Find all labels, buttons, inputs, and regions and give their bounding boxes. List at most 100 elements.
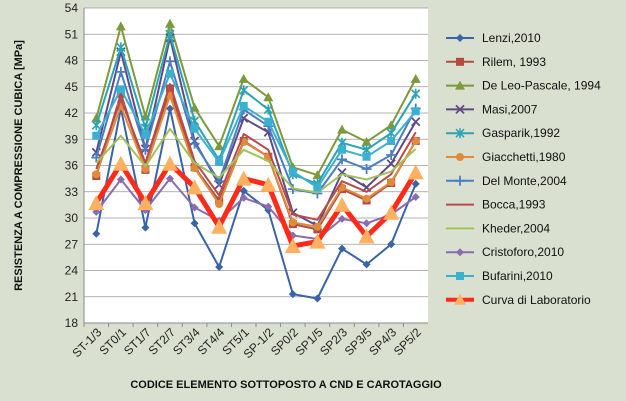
- data-point: [239, 85, 249, 96]
- data-point: [455, 80, 465, 90]
- data-point: [386, 150, 397, 160]
- data-point: [190, 124, 199, 133]
- data-point: [190, 164, 199, 173]
- legend-item: Bufarini,2010: [446, 269, 553, 283]
- data-point: [338, 145, 346, 154]
- x-axis-title: CODICE ELEMENTO SOTTOPOSTO A CND E CAROT…: [130, 379, 442, 391]
- data-point: [235, 170, 252, 186]
- data-point: [116, 42, 126, 53]
- x-tick-label: SP5/2: [391, 325, 424, 358]
- y-tick-label: 51: [65, 27, 79, 41]
- data-point: [410, 73, 421, 83]
- data-point: [313, 294, 322, 303]
- data-point: [166, 84, 174, 93]
- data-point: [387, 178, 396, 187]
- data-point: [411, 107, 420, 116]
- data-point: [338, 244, 346, 253]
- data-point: [411, 117, 421, 127]
- y-tick-label: 24: [65, 264, 79, 278]
- data-point: [361, 136, 372, 146]
- data-point: [288, 218, 297, 227]
- data-point: [386, 128, 396, 139]
- data-point: [112, 155, 129, 171]
- data-point: [141, 165, 150, 173]
- data-point: [334, 196, 350, 212]
- data-point: [387, 137, 396, 145]
- data-point: [337, 154, 347, 165]
- data-point: [456, 57, 464, 66]
- data-point: [165, 56, 175, 67]
- data-point: [411, 193, 420, 201]
- y-tick-label: 27: [65, 237, 79, 251]
- legend-label: Kheder,2004: [482, 221, 550, 235]
- series-line: [95, 36, 417, 227]
- legend-label: Cristoforo,2010: [482, 245, 564, 259]
- data-point: [190, 219, 199, 228]
- data-point: [165, 29, 175, 40]
- legend-label: Bufarini,2010: [482, 269, 553, 283]
- data-point: [411, 179, 420, 188]
- legend-item: Bocca,1993: [446, 198, 546, 212]
- legend-item: Del Monte,2004: [446, 174, 567, 188]
- data-point: [284, 238, 301, 253]
- data-point: [239, 102, 248, 110]
- data-point: [263, 92, 274, 102]
- data-point: [288, 290, 297, 299]
- y-axis-title: RESISTENZA A COMPRESSIONE CUBICA [MPa]: [13, 40, 25, 291]
- data-point: [190, 203, 199, 212]
- data-point: [115, 21, 126, 31]
- data-point: [454, 293, 466, 305]
- data-point: [361, 164, 372, 174]
- data-point: [362, 152, 371, 161]
- data-point: [166, 104, 174, 113]
- series-7: [95, 83, 417, 221]
- y-tick-label: 36: [65, 159, 79, 173]
- data-point: [456, 153, 464, 161]
- x-tick-label: ST-1/3: [70, 325, 105, 360]
- data-point: [166, 174, 174, 183]
- series-8: [95, 127, 417, 194]
- series-line: [95, 33, 417, 185]
- data-point: [313, 222, 322, 231]
- data-point: [215, 158, 224, 166]
- y-tick-label: 54: [65, 1, 79, 15]
- data-point: [263, 104, 273, 115]
- data-point: [313, 183, 322, 192]
- legend-label: Masi,2007: [482, 102, 538, 116]
- data-point: [92, 170, 101, 179]
- series-line: [95, 83, 417, 221]
- data-point: [455, 175, 465, 186]
- data-point: [92, 131, 101, 140]
- legend-label: Gasparik,1992: [482, 126, 560, 140]
- series-line: [95, 60, 417, 195]
- legend-label: Lenzi,2010: [482, 31, 541, 45]
- data-point: [189, 138, 200, 149]
- data-point: [264, 202, 273, 211]
- data-point: [362, 219, 371, 228]
- data-point: [362, 260, 371, 269]
- data-point: [238, 73, 249, 83]
- data-point: [386, 120, 397, 130]
- data-point: [338, 214, 346, 223]
- y-tick-label: 33: [65, 185, 79, 199]
- y-tick-label: 45: [65, 80, 79, 94]
- data-point: [211, 218, 228, 234]
- data-point: [337, 124, 347, 134]
- data-point: [92, 229, 101, 238]
- legend-item: Cristoforo,2010: [446, 245, 564, 259]
- data-point: [455, 128, 465, 139]
- y-tick-label: 21: [65, 290, 79, 304]
- legend-label: Curva di Laboratorio: [482, 293, 591, 307]
- data-point: [215, 263, 224, 271]
- legend-item: Rilem, 1993: [446, 55, 546, 69]
- data-point: [456, 272, 464, 280]
- data-point: [411, 137, 420, 145]
- data-point: [88, 195, 105, 211]
- series-2: [91, 18, 421, 180]
- data-point: [358, 228, 375, 244]
- data-point: [362, 194, 371, 203]
- series-5: [92, 91, 420, 231]
- legend-label: De Leo-Pascale, 1994: [482, 79, 601, 93]
